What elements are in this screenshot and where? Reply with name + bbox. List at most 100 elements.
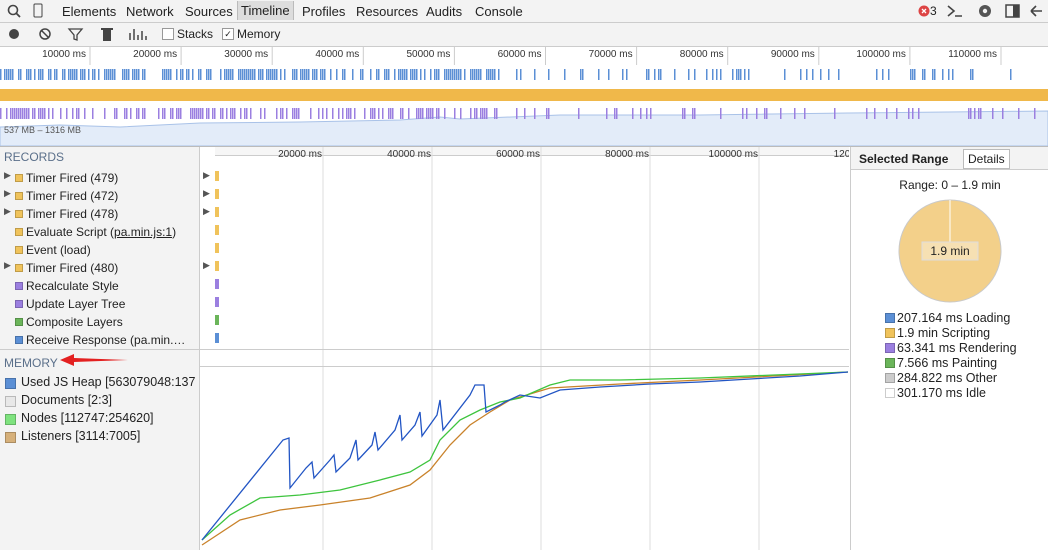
activity-tick [780, 108, 782, 119]
activity-tick [18, 69, 20, 80]
activity-tick [126, 108, 128, 119]
activity-tick [942, 69, 944, 80]
activity-tick [144, 108, 146, 119]
expand-arrow[interactable]: ▶ [4, 188, 11, 198]
tab[interactable]: Audits [426, 4, 463, 19]
activity-tick [706, 69, 708, 80]
activity-tick [294, 69, 296, 80]
activity-tick [142, 69, 144, 80]
memory-checkbox[interactable]: ✓ [222, 28, 234, 40]
expand-arrow[interactable]: ▶ [203, 188, 210, 198]
activity-tick [88, 69, 90, 80]
activity-tick [144, 69, 146, 80]
activity-tick [828, 69, 830, 80]
activity-tick [402, 108, 404, 119]
activity-tick [82, 69, 84, 80]
activity-tick [712, 69, 714, 80]
activity-tick [804, 108, 806, 119]
stacks-checkbox[interactable] [162, 28, 174, 40]
activity-tick [270, 69, 272, 80]
tab[interactable]: Timeline [237, 1, 294, 20]
expand-arrow[interactable]: ▶ [4, 260, 11, 270]
activity-tick [922, 69, 924, 80]
activity-tick [180, 69, 182, 80]
activity-tick [918, 108, 920, 119]
activity-tick [306, 69, 308, 80]
activity-tick [232, 108, 234, 119]
tab[interactable]: Network [126, 4, 174, 19]
toolbar-icons[interactable] [6, 3, 46, 19]
error-count[interactable]: 3 [930, 4, 937, 18]
tab-details[interactable]: Details [963, 149, 1010, 169]
activity-tick [934, 69, 936, 80]
activity-tick [1034, 108, 1036, 119]
activity-tick [578, 108, 580, 119]
tab[interactable]: Sources [185, 4, 233, 19]
expand-arrow[interactable]: ▶ [4, 170, 11, 180]
activity-tick [226, 108, 228, 119]
activity-tick [198, 69, 200, 80]
activity-tick [658, 69, 660, 80]
activity-tick [432, 108, 434, 119]
activity-tick [660, 69, 662, 80]
activity-tick [372, 108, 374, 119]
legend-label: 7.566 ms Painting [897, 356, 998, 370]
activity-tick [326, 108, 328, 119]
tab[interactable]: Resources [356, 4, 419, 19]
activity-tick [756, 108, 758, 119]
activity-tick [360, 69, 362, 80]
memory-label[interactable]: Memory [237, 27, 281, 41]
activity-tick [598, 69, 600, 80]
activity-tick [470, 69, 472, 80]
stacks-label[interactable]: Stacks [177, 27, 214, 41]
activity-tick [424, 69, 426, 80]
activity-tick [240, 69, 242, 80]
activity-tick [170, 108, 172, 119]
overview-tick-label: 70000 ms [588, 49, 633, 60]
ruler-tick-label: 20000 ms [278, 149, 322, 160]
activity-tick [350, 108, 352, 119]
activity-tick [54, 69, 56, 80]
expand-arrow[interactable]: ▶ [4, 206, 11, 216]
toolbar-right-icons[interactable] [946, 3, 1046, 19]
activity-tick [258, 69, 260, 80]
activity-tick [42, 108, 44, 119]
activity-tick [640, 108, 642, 119]
record-swatch [15, 300, 23, 308]
activity-tick [834, 108, 836, 119]
overview-tick-label: 50000 ms [406, 49, 451, 60]
record-swatch [15, 336, 23, 344]
activity-tick [382, 108, 384, 119]
ruler-tick-label: 60000 ms [496, 149, 540, 160]
overview: 10000 ms 20000 ms 30000 ms 40000 ms 50000 ms… [0, 47, 1048, 147]
activity-tick [104, 69, 106, 80]
record-row: ▶ Timer Fired (479) [0, 169, 199, 187]
tab[interactable]: Elements [62, 4, 117, 19]
activity-tick [436, 108, 438, 119]
activity-tick [180, 108, 182, 119]
record-link[interactable]: pa.min.js:1 [114, 225, 173, 239]
activity-tick [274, 69, 276, 80]
overview-tick-label: 30000 ms [224, 49, 269, 60]
tab[interactable]: Profiles [302, 4, 346, 19]
activity-tick [4, 69, 6, 80]
record-bar [215, 207, 219, 217]
expand-arrow[interactable]: ▶ [203, 206, 210, 216]
activity-tick [476, 69, 478, 80]
activity-tick [654, 69, 656, 80]
tab[interactable]: Console [475, 4, 523, 19]
expand-arrow[interactable]: ▶ [203, 170, 210, 180]
activity-tick [436, 69, 438, 80]
activity-tick [524, 108, 526, 119]
activity-tick [408, 108, 410, 119]
tab-selected-range[interactable]: Selected Range [859, 152, 949, 166]
activity-tick [470, 108, 472, 119]
timeline-buttons[interactable] [6, 27, 156, 43]
expand-arrow[interactable]: ▶ [203, 260, 210, 270]
activity-tick [10, 69, 12, 80]
activity-tick [128, 69, 130, 80]
activity-tick [992, 108, 994, 119]
activity-tick [34, 69, 36, 80]
activity-tick [250, 108, 252, 119]
